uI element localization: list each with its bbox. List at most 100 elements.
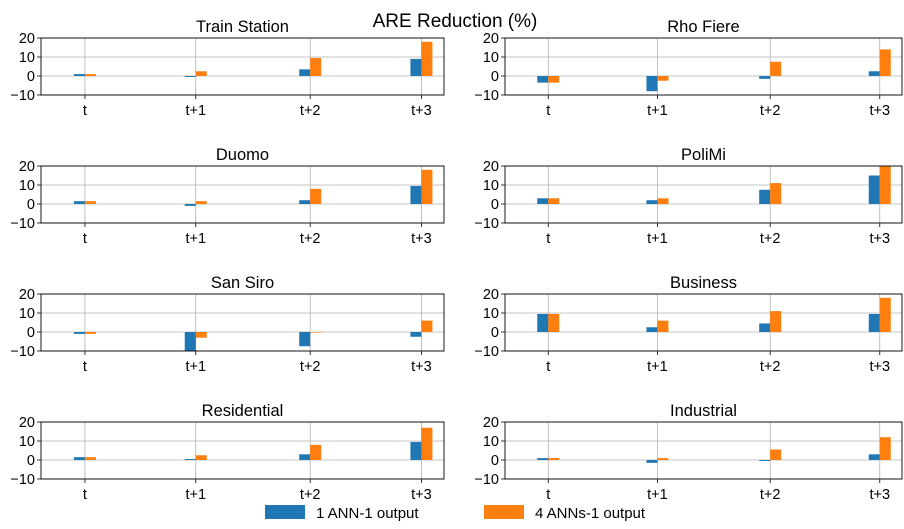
bar-series-1-t+1 (646, 460, 658, 463)
panel-1: Train Station 20 10 0 −10 t t+1 t+2 t+3 (10, 18, 445, 119)
bar-series-1-t+2 (759, 460, 771, 461)
x-tick-label: t (83, 103, 87, 119)
axes-frame (40, 293, 445, 352)
x-tick-label: t (546, 231, 550, 247)
bar-series-1-t+3 (410, 332, 422, 337)
bar-series-1-t (537, 76, 549, 83)
x-tick-label: t+2 (760, 103, 781, 119)
x-tick-label: t+1 (185, 231, 206, 247)
bar-series-2-t (548, 458, 560, 460)
figure-title: ARE Reduction (%) (373, 11, 538, 32)
bar-series-2-t+3 (421, 41, 433, 76)
bar-series-2-t+3 (421, 320, 433, 332)
y-tick-label: −10 (474, 216, 499, 232)
bar-series-2-t (548, 313, 560, 332)
panel-7: Residential 20 10 0 −10 t t+1 t+2 t+3 (10, 402, 445, 503)
y-tick-label: 20 (19, 159, 35, 175)
panel-title: Business (670, 274, 737, 292)
bar-series-1-t+1 (184, 204, 196, 206)
panel-8: Industrial 20 10 0 −10 t t+1 t+2 t+3 (474, 402, 903, 503)
bar-series-2-t (84, 332, 96, 334)
y-tick-label: 20 (19, 415, 35, 431)
x-tick-label: t+2 (300, 359, 321, 375)
panel-title: San Siro (211, 274, 274, 292)
bar-series-2-t+1 (657, 320, 669, 332)
x-tick-label: t (83, 359, 87, 375)
x-tick-label: t+1 (647, 103, 668, 119)
x-tick-label: t+1 (647, 231, 668, 247)
x-tick-label: t+2 (760, 487, 781, 503)
bar-series-1-t+3 (410, 58, 422, 76)
bar-series-2-t+3 (879, 49, 891, 76)
y-tick-label: 10 (19, 306, 35, 322)
bar-series-2-t (84, 457, 96, 460)
x-tick-label: t (546, 103, 550, 119)
bar-series-2-t+2 (770, 183, 782, 204)
y-tick-label: 10 (483, 178, 499, 194)
x-tick-label: t (546, 359, 550, 375)
bar-series-2-t (84, 74, 96, 76)
bar-series-2-t+3 (421, 169, 433, 204)
bar-series-1-t (73, 457, 85, 460)
y-tick-label: 0 (27, 453, 35, 469)
x-tick-label: t (83, 231, 87, 247)
bar-series-2-t+1 (195, 455, 207, 460)
y-tick-label: 0 (491, 325, 499, 341)
y-tick-label: 20 (19, 31, 35, 47)
axes-frame (40, 421, 445, 480)
y-tick-label: 0 (27, 197, 35, 213)
legend: 1 ANN-1 output 4 ANNs-1 output (265, 505, 646, 522)
legend-label-series-1: 1 ANN-1 output (316, 505, 419, 522)
bar-series-1-t (73, 201, 85, 204)
panel-3: Duomo 20 10 0 −10 t t+1 t+2 t+3 (10, 146, 445, 247)
bar-series-1-t+3 (868, 454, 880, 460)
panel-title: Duomo (216, 146, 269, 164)
y-tick-label: −10 (474, 472, 499, 488)
bar-series-2-t+2 (310, 444, 322, 460)
y-tick-label: −10 (474, 344, 499, 360)
x-tick-label: t+2 (300, 487, 321, 503)
panel-4: PoliMi 20 10 0 −10 t t+1 t+2 t+3 (474, 146, 903, 247)
bar-series-2-t+1 (657, 198, 669, 204)
y-tick-label: −10 (10, 472, 35, 488)
y-tick-label: 10 (483, 50, 499, 66)
bar-series-2-t+2 (310, 57, 322, 76)
panel-2: Rho Fiere 20 10 0 −10 t t+1 t+2 t+3 (474, 18, 903, 119)
panel-title: PoliMi (681, 146, 726, 164)
y-tick-label: −10 (10, 88, 35, 104)
bar-series-2-t (84, 201, 96, 204)
x-tick-label: t+3 (869, 359, 890, 375)
y-tick-label: 0 (491, 197, 499, 213)
panel-6: Business 20 10 0 −10 t t+1 t+2 t+3 (474, 274, 903, 375)
bar-series-2-t+3 (421, 427, 433, 460)
bar-series-2-t (548, 76, 560, 83)
axes-frame (40, 37, 445, 96)
x-tick-label: t (546, 487, 550, 503)
bar-series-1-t+2 (299, 69, 311, 76)
y-tick-label: 20 (483, 415, 499, 431)
y-tick-label: −10 (10, 344, 35, 360)
bar-series-2-t+1 (657, 76, 669, 81)
panel-5: San Siro 20 10 0 −10 t t+1 t+2 t+3 (10, 274, 445, 375)
y-tick-label: 20 (19, 287, 35, 303)
legend-swatch-series-1 (265, 505, 305, 519)
bar-series-2-t+3 (879, 297, 891, 332)
bar-series-2-t+1 (657, 458, 669, 460)
axes-frame (504, 165, 903, 224)
bar-series-1-t (537, 458, 549, 460)
y-tick-label: 10 (19, 434, 35, 450)
bar-series-2-t+3 (879, 437, 891, 460)
bar-series-1-t+3 (410, 441, 422, 460)
panel-title: Train Station (196, 18, 289, 36)
panel-title: Industrial (670, 402, 737, 420)
x-tick-label: t+3 (869, 487, 890, 503)
bar-series-1-t+2 (299, 454, 311, 460)
panel-title: Residential (202, 402, 284, 420)
bar-series-1-t+1 (184, 332, 196, 351)
bar-series-1-t (73, 332, 85, 334)
y-tick-label: 10 (483, 306, 499, 322)
bar-series-1-t+2 (299, 332, 311, 347)
x-tick-label: t+3 (869, 103, 890, 119)
